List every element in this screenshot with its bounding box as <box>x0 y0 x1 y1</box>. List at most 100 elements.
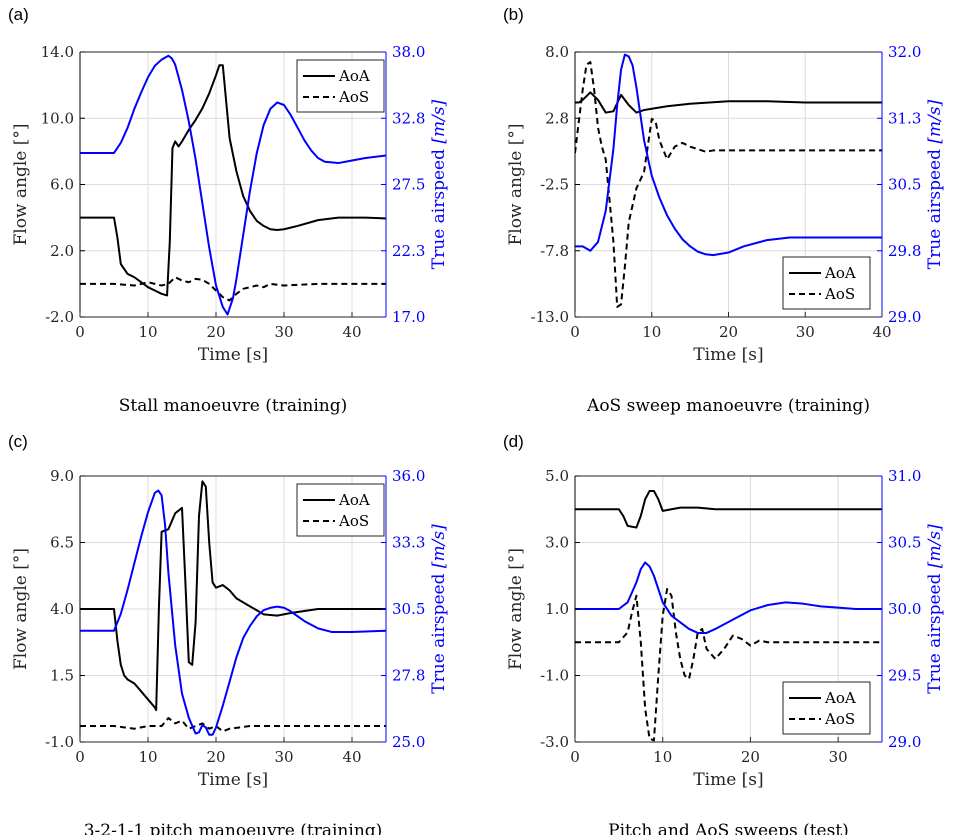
y-axis-label-right-text: True airspeed <box>925 568 945 694</box>
x-tick-label: 20 <box>719 323 738 341</box>
y-left-tick-label: -13.0 <box>531 308 569 326</box>
legend-label-aoa: AoA <box>338 67 370 85</box>
legend-label-aos: AoS <box>824 710 855 728</box>
y-axis-label-right-unit: [m/s] <box>429 99 449 143</box>
y-right-tick-label: 25.0 <box>392 733 425 751</box>
y-left-tick-label: 5.0 <box>545 467 569 485</box>
legend-box <box>782 681 871 735</box>
x-tick-label: 20 <box>741 748 760 766</box>
aos-series-line <box>575 61 882 308</box>
y-left-tick-label: 2.0 <box>50 242 74 260</box>
x-axis-label: Time [s] <box>693 770 763 790</box>
panel-letter: (d) <box>503 432 524 451</box>
y-left-tick-label: 6.5 <box>50 534 74 552</box>
y-left-tick-label: 1.0 <box>545 600 569 618</box>
aos-series-line <box>80 276 386 302</box>
y-left-tick-label: 14.0 <box>41 43 74 61</box>
legend-label-aos: AoS <box>338 512 369 530</box>
y-left-tick-label: 9.0 <box>50 467 74 485</box>
y-right-tick-label: 29.8 <box>888 242 921 260</box>
y-right-tick-label: 22.3 <box>392 242 425 260</box>
panel-c: (c) 0 10 20 30 40 -1.0 1.5 4.0 6.5 9.0 25.0 27.8 30.5… <box>8 432 449 835</box>
y-left-tick-label: 3.0 <box>545 534 569 552</box>
x-tick-label: 0 <box>75 323 85 341</box>
y-right-tick-label: 38.0 <box>392 43 425 61</box>
y-left-tick-label: 1.5 <box>50 667 74 685</box>
y-right-tick-label: 29.0 <box>888 308 921 326</box>
y-right-tick-label: 36.0 <box>392 467 425 485</box>
legend: AoA AoS <box>296 59 385 113</box>
y-right-tick-label: 32.8 <box>392 109 425 127</box>
x-tick-label: 30 <box>274 748 293 766</box>
panel-letter: (a) <box>8 5 29 24</box>
y-axis-label-right: True airspeed [m/s] <box>429 524 449 694</box>
y-axis-label-left: Flow angle [°] <box>11 548 31 670</box>
x-tick-label: 40 <box>872 323 891 341</box>
y-right-tick-label: 29.5 <box>888 667 921 685</box>
y-right-tick-label: 33.3 <box>392 534 425 552</box>
airspeed-series-line <box>575 561 882 634</box>
legend-box <box>296 59 385 113</box>
y-axis-label-right-unit: [m/s] <box>429 524 449 568</box>
y-left-tick-label: 4.0 <box>50 600 74 618</box>
y-right-tick-label: 17.0 <box>392 308 425 326</box>
x-tick-label: 10 <box>642 323 661 341</box>
legend-label-aoa: AoA <box>338 491 370 509</box>
aos-series-line <box>575 588 882 742</box>
x-tick-label: 30 <box>274 323 293 341</box>
y-right-tick-label: 29.0 <box>888 733 921 751</box>
y-left-tick-label: -7.8 <box>540 242 569 260</box>
panel-caption: Pitch and AoS sweeps (test) <box>608 821 849 835</box>
y-axis-label-left: Flow angle [°] <box>506 123 526 245</box>
y-axis-label-right-text: True airspeed <box>925 144 945 270</box>
y-left-tick-label: -2.5 <box>540 176 569 194</box>
y-right-tick-label: 30.0 <box>888 600 921 618</box>
y-left-tick-label: 10.0 <box>41 109 74 127</box>
y-right-tick-label: 27.8 <box>392 667 425 685</box>
legend-box <box>296 483 385 537</box>
legend-label-aos: AoS <box>824 285 855 303</box>
y-right-tick-label: 27.5 <box>392 176 425 194</box>
y-axis-label-right-unit: [m/s] <box>925 99 945 143</box>
y-axis-label-right: True airspeed [m/s] <box>925 99 945 269</box>
y-left-tick-label: -1.0 <box>540 667 569 685</box>
panel-caption: AoS sweep manoeuvre (training) <box>586 396 870 416</box>
airspeed-series-line <box>80 54 386 316</box>
panel-d: (d) 0 10 20 30 -3.0 -1.0 1.0 3.0 5.0 29.0 29.5 30.0 3… <box>503 432 945 835</box>
legend-label-aoa: AoA <box>824 689 856 707</box>
y-left-tick-label: -3.0 <box>540 733 569 751</box>
y-left-tick-label: 8.0 <box>545 43 569 61</box>
legend: AoA AoS <box>782 681 871 735</box>
legend-label-aos: AoS <box>338 88 369 106</box>
y-axis-label-right-unit: [m/s] <box>925 524 945 568</box>
legend: AoA AoS <box>782 256 871 310</box>
aoa-series-line <box>80 480 386 712</box>
y-axis-label-left: Flow angle [°] <box>11 123 31 245</box>
x-axis-label: Time [s] <box>693 345 763 365</box>
panel-caption: 3-2-1-1 pitch manoeuvre (training) <box>84 821 383 835</box>
x-tick-label: 10 <box>138 323 157 341</box>
x-tick-label: 20 <box>206 323 225 341</box>
panel-letter: (b) <box>503 5 524 24</box>
y-axis-label-right-text: True airspeed <box>429 144 449 270</box>
y-right-tick-label: 32.0 <box>888 43 921 61</box>
legend-box <box>782 256 871 310</box>
y-right-tick-label: 30.5 <box>888 534 921 552</box>
y-right-tick-label: 30.5 <box>888 176 921 194</box>
y-axis-label-right: True airspeed [m/s] <box>429 99 449 269</box>
airspeed-series-line <box>575 53 882 257</box>
x-tick-label: 40 <box>342 323 361 341</box>
x-tick-label: 0 <box>570 323 580 341</box>
y-left-tick-label: 6.0 <box>50 176 74 194</box>
x-axis-label: Time [s] <box>198 345 268 365</box>
airspeed-series-line <box>80 489 386 736</box>
x-tick-label: 10 <box>138 748 157 766</box>
panel-a: (a) 0 10 20 30 40 -2.0 2.0 6.0 10.0 14.0 17.0 22.3 27… <box>8 5 449 416</box>
y-left-tick-label: -2.0 <box>45 308 74 326</box>
x-tick-label: 0 <box>570 748 580 766</box>
x-tick-label: 30 <box>796 323 815 341</box>
x-tick-label: 10 <box>653 748 672 766</box>
panel-b: (b) 0 10 20 30 40 -13.0 -7.8 -2.5 2.8 8.0 29.0 29.8 3… <box>503 5 945 416</box>
y-right-tick-label: 31.0 <box>888 467 921 485</box>
